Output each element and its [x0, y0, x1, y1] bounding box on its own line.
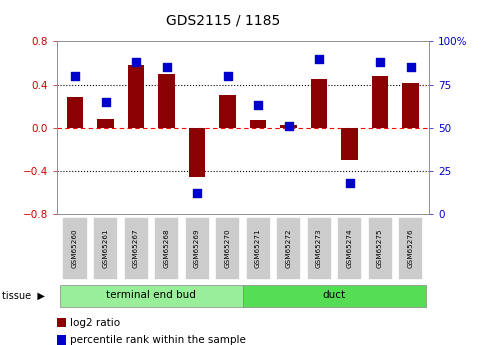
Bar	[368, 217, 392, 280]
Bar	[154, 217, 179, 280]
Text: GSM65267: GSM65267	[133, 229, 139, 268]
Text: GSM65269: GSM65269	[194, 229, 200, 268]
Bar	[398, 217, 423, 280]
Text: GSM65268: GSM65268	[164, 229, 170, 268]
Bar	[158, 74, 175, 128]
Point	[224, 73, 232, 79]
Point	[71, 73, 79, 79]
Text: GSM65273: GSM65273	[316, 229, 322, 268]
Point	[102, 99, 109, 105]
Bar	[93, 217, 118, 280]
Text: GSM65276: GSM65276	[408, 229, 414, 268]
Bar	[219, 95, 236, 128]
Point	[346, 180, 353, 186]
Text: GSM65271: GSM65271	[255, 229, 261, 268]
Bar	[402, 83, 419, 128]
Text: GSM65260: GSM65260	[72, 229, 78, 268]
Point	[376, 59, 384, 65]
Point	[315, 56, 323, 61]
Bar	[243, 285, 426, 307]
Bar	[184, 217, 210, 280]
Text: duct: duct	[323, 290, 346, 300]
Bar	[215, 217, 240, 280]
Point	[284, 123, 292, 129]
Text: GSM65275: GSM65275	[377, 229, 383, 268]
Text: GSM65274: GSM65274	[347, 229, 352, 268]
Text: GDS2115 / 1185: GDS2115 / 1185	[166, 13, 280, 28]
Bar	[311, 79, 327, 128]
Bar	[276, 217, 301, 280]
Text: log2 ratio: log2 ratio	[70, 318, 121, 327]
Text: terminal end bud: terminal end bud	[106, 290, 196, 300]
Text: tissue  ▶: tissue ▶	[2, 291, 45, 301]
Bar	[246, 217, 271, 280]
Bar	[280, 126, 297, 128]
Point	[132, 59, 140, 65]
Bar	[337, 217, 362, 280]
Bar	[249, 120, 266, 128]
Text: GSM65261: GSM65261	[103, 229, 108, 268]
Text: GSM65272: GSM65272	[285, 229, 291, 268]
Point	[254, 102, 262, 108]
Bar	[124, 217, 148, 280]
Text: percentile rank within the sample: percentile rank within the sample	[70, 335, 246, 345]
Bar	[97, 119, 114, 128]
Bar	[63, 217, 88, 280]
Text: GSM65270: GSM65270	[224, 229, 231, 268]
Bar	[189, 128, 206, 177]
Bar	[67, 97, 83, 128]
Point	[163, 65, 171, 70]
Bar	[341, 128, 358, 160]
Bar	[372, 76, 388, 128]
Bar	[307, 217, 332, 280]
Point	[193, 190, 201, 196]
Bar	[128, 65, 144, 128]
Bar	[60, 285, 243, 307]
Point	[407, 65, 415, 70]
